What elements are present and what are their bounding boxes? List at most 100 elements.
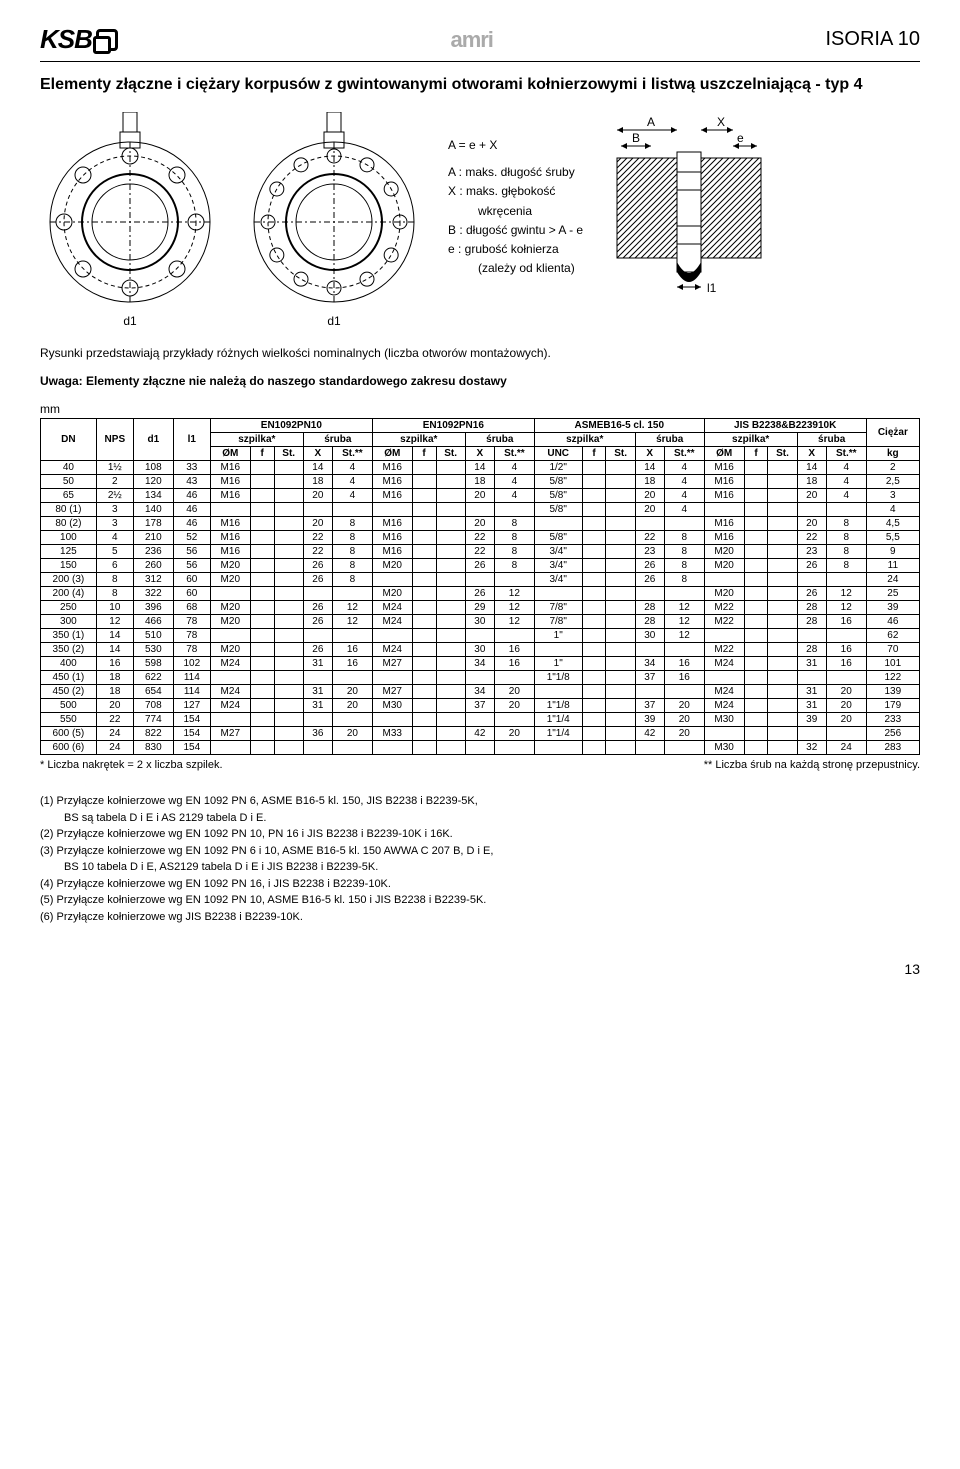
table-cell: 16: [826, 615, 866, 629]
table-cell: 39: [866, 601, 919, 615]
table-cell: 24: [826, 741, 866, 755]
table-cell: 22: [465, 545, 494, 559]
table-cell: 26: [303, 573, 332, 587]
table-cell: [250, 461, 274, 475]
table-cell: 18: [465, 475, 494, 489]
table-cell: [582, 671, 606, 685]
table-cell: [436, 699, 465, 713]
table-cell: [412, 685, 436, 699]
table-cell: 8: [96, 573, 133, 587]
table-cell: 4: [826, 475, 866, 489]
table-cell: [606, 629, 635, 643]
table-cell: 20: [332, 727, 372, 741]
table-cell: 5,5: [866, 531, 919, 545]
table-cell: [534, 587, 582, 601]
sub-szpilka: szpilka*: [704, 433, 797, 447]
table-cell: 4: [866, 503, 919, 517]
table-cell: 39: [635, 713, 664, 727]
table-cell: 46: [173, 503, 210, 517]
table-cell: 8: [826, 559, 866, 573]
table-cell: 16: [826, 657, 866, 671]
note-line: (4) Przyłącze kołnierzowe wg EN 1092 PN …: [40, 876, 920, 893]
table-row: 2501039668M202612M2429127/8"2812M2228123…: [41, 601, 920, 615]
note-line: (6) Przyłącze kołnierzowe wg JIS B2238 i…: [40, 909, 920, 926]
table-cell: M16: [372, 545, 412, 559]
table-cell: 12: [332, 601, 372, 615]
table-cell: 20: [664, 699, 704, 713]
table-cell: [797, 573, 826, 587]
table-cell: 1": [534, 657, 582, 671]
table-cell: [436, 713, 465, 727]
table-row: 401½10833M16144M161441/2"144M161442: [41, 461, 920, 475]
table-cell: M16: [704, 531, 744, 545]
table-cell: M24: [210, 685, 250, 699]
table-cell: 22: [797, 531, 826, 545]
table-cell: 5/8": [534, 503, 582, 517]
table-cell: 708: [133, 699, 173, 713]
data-table: DN NPS d1 l1 EN1092PN10 EN1092PN16 ASMEB…: [40, 418, 920, 755]
table-cell: [768, 475, 797, 489]
table-cell: [210, 587, 250, 601]
table-cell: [768, 699, 797, 713]
table-cell: [436, 727, 465, 741]
table-cell: 1"1/8: [534, 699, 582, 713]
table-cell: 5/8": [534, 531, 582, 545]
table-cell: [274, 685, 303, 699]
table-cell: 250: [41, 601, 97, 615]
table-cell: M27: [372, 685, 412, 699]
table-cell: [768, 629, 797, 643]
table-cell: 26: [303, 559, 332, 573]
head-group: JIS B2238&B223910K: [704, 419, 866, 433]
table-cell: M20: [372, 587, 412, 601]
flange-svg-2: [244, 112, 424, 312]
table-cell: [606, 727, 635, 741]
table-cell: [372, 503, 412, 517]
table-cell: 830: [133, 741, 173, 755]
table-row: 652½13446M16204M162045/8"204M162043: [41, 489, 920, 503]
table-cell: [534, 643, 582, 657]
table-cell: 20: [635, 489, 664, 503]
table-cell: M20: [704, 545, 744, 559]
table-cell: 11: [866, 559, 919, 573]
table-cell: 598: [133, 657, 173, 671]
table-cell: 20: [332, 699, 372, 713]
table-cell: 18: [303, 475, 332, 489]
sub-sruba: śruba: [465, 433, 534, 447]
table-cell: M20: [210, 643, 250, 657]
table-cell: 400: [41, 657, 97, 671]
table-cell: 16: [332, 657, 372, 671]
sub-sruba: śruba: [797, 433, 866, 447]
table-cell: [436, 601, 465, 615]
table-cell: [582, 657, 606, 671]
table-cell: 42: [635, 727, 664, 741]
table-cell: 16: [826, 643, 866, 657]
table-cell: [704, 573, 744, 587]
table-cell: [412, 461, 436, 475]
table-cell: M16: [704, 489, 744, 503]
table-cell: 20: [664, 727, 704, 741]
table-cell: [332, 503, 372, 517]
table-cell: 140: [133, 503, 173, 517]
table-cell: [582, 643, 606, 657]
table-cell: 260: [133, 559, 173, 573]
table-footnote-right: ** Liczba śrub na każdą stronę przepustn…: [704, 759, 920, 771]
diagram-legend: A = e + X A : maks. długość śruby X : ma…: [448, 112, 583, 278]
table-cell: M24: [704, 657, 744, 671]
page-number: 13: [40, 961, 920, 977]
table-cell: [274, 699, 303, 713]
table-cell: 46: [173, 489, 210, 503]
table-row: 125523656M16228M162283/4"238M202389: [41, 545, 920, 559]
table-cell: 2½: [96, 489, 133, 503]
legend-line: X : maks. głębokość: [448, 182, 583, 201]
table-cell: M16: [372, 461, 412, 475]
table-cell: 256: [866, 727, 919, 741]
table-cell: 8: [494, 545, 534, 559]
table-cell: [534, 685, 582, 699]
table-cell: 20: [664, 713, 704, 727]
table-cell: M24: [210, 699, 250, 713]
table-cell: M16: [210, 517, 250, 531]
table-cell: [664, 685, 704, 699]
table-cell: [768, 671, 797, 685]
table-cell: 20: [465, 489, 494, 503]
table-cell: [274, 615, 303, 629]
